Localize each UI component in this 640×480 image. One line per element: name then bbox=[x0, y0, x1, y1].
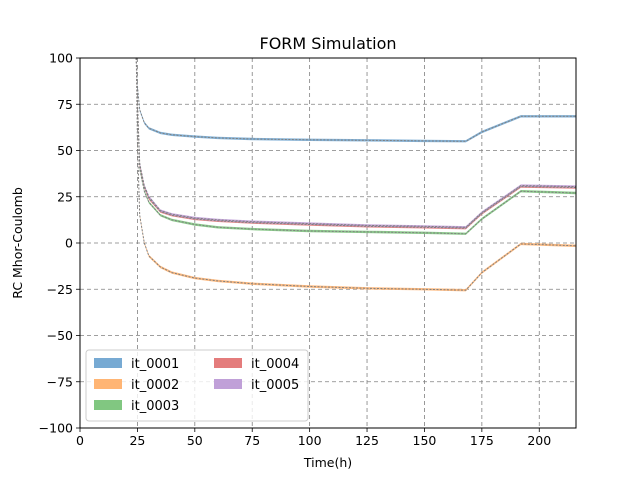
y-tick-label: 75 bbox=[57, 97, 73, 112]
legend-label: it_0001 bbox=[131, 357, 179, 372]
chart-title: FORM Simulation bbox=[259, 34, 396, 53]
y-axis-label: RC Mhor-Coulomb bbox=[10, 187, 25, 299]
y-tick-label: 0 bbox=[65, 236, 73, 251]
legend-label: it_0004 bbox=[251, 357, 299, 372]
legend: it_0001 it_0002 it_0003 it_0004 it_0005 bbox=[85, 349, 309, 422]
y-tick-label: −75 bbox=[47, 374, 73, 389]
legend-swatch-it_0003 bbox=[94, 400, 122, 410]
series-line-it_0002 bbox=[135, 57, 577, 291]
x-axis-label: Time(h) bbox=[303, 455, 352, 470]
series-lines bbox=[135, 57, 577, 291]
legend-label: it_0003 bbox=[131, 399, 179, 414]
y-tick-label: −50 bbox=[47, 328, 73, 343]
y-tick-label: −100 bbox=[39, 421, 73, 436]
x-tick-label: 175 bbox=[470, 433, 494, 448]
x-tick-label: 75 bbox=[244, 433, 260, 448]
series-line-it_0005 bbox=[135, 57, 577, 228]
legend-swatch-it_0001 bbox=[94, 358, 122, 368]
x-axis-ticks: 0 25 50 75 100 125 150 175 200 bbox=[76, 428, 551, 448]
x-tick-label: 100 bbox=[298, 433, 322, 448]
x-tick-label: 200 bbox=[527, 433, 551, 448]
y-tick-label: −25 bbox=[47, 282, 73, 297]
x-tick-label: 150 bbox=[413, 433, 437, 448]
legend-label: it_0005 bbox=[251, 378, 299, 393]
legend-label: it_0002 bbox=[131, 378, 179, 393]
x-tick-label: 25 bbox=[129, 433, 145, 448]
legend-swatch-it_0004 bbox=[214, 358, 242, 368]
x-tick-label: 0 bbox=[76, 433, 84, 448]
series-line-it_0004 bbox=[135, 57, 577, 229]
legend-swatch-it_0005 bbox=[214, 379, 242, 389]
y-tick-label: 25 bbox=[57, 189, 73, 204]
x-tick-label: 50 bbox=[187, 433, 203, 448]
y-tick-label: 50 bbox=[57, 143, 73, 158]
y-axis-ticks: −100 −75 −50 −25 0 25 50 75 100 bbox=[39, 51, 80, 436]
legend-swatch-it_0002 bbox=[94, 379, 122, 389]
series-line-it_0003 bbox=[135, 57, 577, 235]
y-tick-label: 100 bbox=[49, 51, 73, 66]
series-line-it_0001 bbox=[135, 57, 576, 142]
x-tick-label: 125 bbox=[355, 433, 379, 448]
legend-box bbox=[85, 349, 309, 422]
